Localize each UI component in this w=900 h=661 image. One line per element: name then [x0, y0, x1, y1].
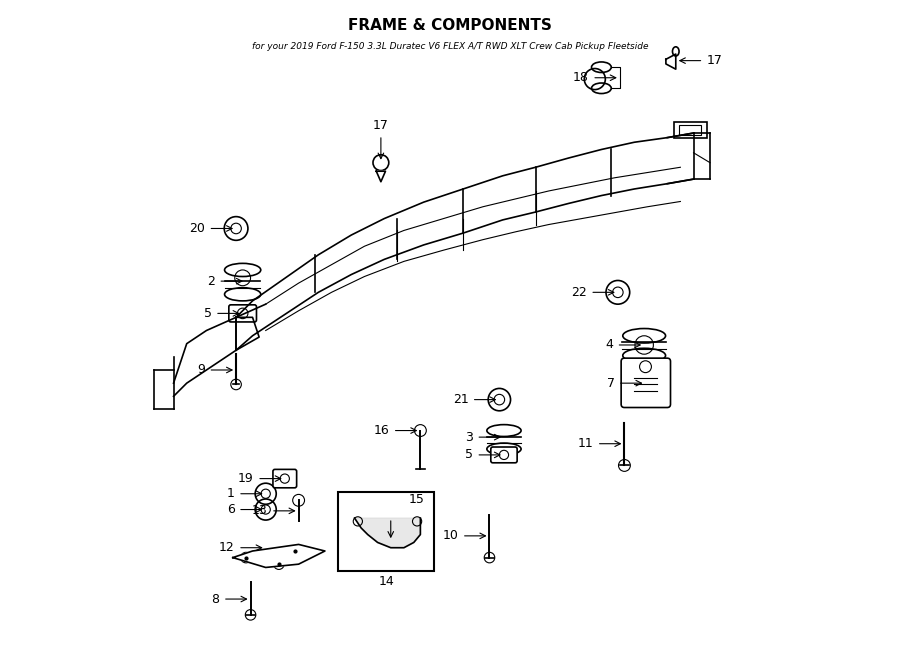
FancyBboxPatch shape	[491, 447, 518, 463]
Text: 12: 12	[219, 541, 235, 554]
FancyBboxPatch shape	[621, 358, 670, 408]
Text: 21: 21	[453, 393, 468, 406]
Bar	[338, 492, 434, 570]
Text: 9: 9	[197, 364, 205, 377]
Text: 16: 16	[374, 424, 390, 437]
Text: 14: 14	[378, 575, 394, 588]
Text: 18: 18	[573, 71, 589, 84]
Text: 6: 6	[227, 503, 235, 516]
Text: 3: 3	[465, 430, 473, 444]
Text: 10: 10	[443, 529, 459, 543]
Text: 5: 5	[203, 307, 212, 320]
Text: FRAME & COMPONENTS: FRAME & COMPONENTS	[348, 18, 552, 33]
Polygon shape	[233, 545, 325, 567]
Text: 17: 17	[373, 119, 389, 132]
Polygon shape	[376, 171, 385, 182]
Text: 19: 19	[238, 472, 254, 485]
Text: 13: 13	[252, 504, 267, 518]
Text: for your 2019 Ford F-150 3.3L Duratec V6 FLEX A/T RWD XLT Crew Cab Pickup Fleets: for your 2019 Ford F-150 3.3L Duratec V6…	[252, 42, 648, 51]
Text: 7: 7	[607, 377, 615, 389]
Text: 1: 1	[227, 487, 235, 500]
Polygon shape	[666, 54, 676, 69]
Polygon shape	[355, 518, 420, 548]
Text: 5: 5	[465, 448, 473, 461]
Text: 22: 22	[572, 286, 587, 299]
Text: 8: 8	[212, 592, 220, 605]
Text: 4: 4	[606, 338, 613, 352]
Text: 2: 2	[207, 274, 215, 288]
Bar	[680, 125, 701, 135]
Text: 17: 17	[706, 54, 723, 67]
Text: 20: 20	[189, 222, 205, 235]
FancyBboxPatch shape	[229, 305, 256, 322]
Text: 15: 15	[409, 493, 425, 506]
Text: 11: 11	[578, 437, 593, 450]
Bar	[674, 122, 706, 138]
FancyBboxPatch shape	[273, 469, 297, 488]
